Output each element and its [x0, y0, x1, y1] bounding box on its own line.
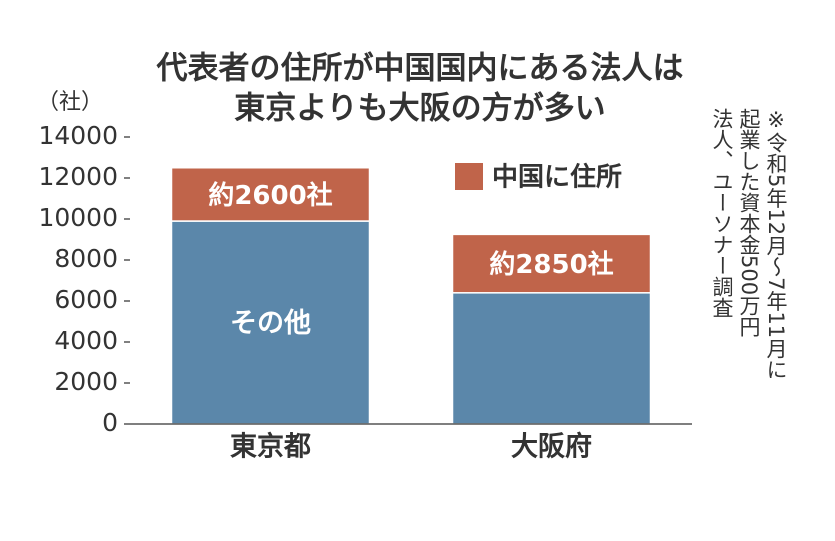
y-tick-label: 4000: [54, 326, 118, 355]
bar-segment: [170, 167, 371, 222]
bar-segment: [451, 233, 652, 294]
legend-label: 中国に住所: [492, 162, 622, 193]
note: ※令和5年12月～7年11月に 起業した資本金500万円 法人、ユーソナー調査: [708, 108, 789, 508]
y-tick-label: 10000: [38, 203, 118, 232]
data-label: 約2850社: [489, 249, 613, 280]
chart-title: 代表者の住所が中国国内にある法人は: [156, 51, 684, 87]
bar-segment: [451, 292, 652, 425]
y-tick-label: 14000: [38, 121, 118, 150]
y-tick-label: 8000: [54, 244, 118, 273]
y-axis-label: （社）: [37, 90, 103, 115]
y-tick-label: 0: [102, 408, 118, 437]
note-line: ※令和5年12月～7年11月に: [764, 108, 788, 381]
note-line: 起業した資本金500万円: [737, 108, 761, 338]
note-line: 法人、ユーソナー調査: [710, 108, 734, 318]
y-tick-label: 12000: [38, 162, 118, 191]
segment-label: その他: [230, 308, 311, 339]
legend-swatch: [455, 163, 483, 190]
y-tick-label: 6000: [54, 285, 118, 314]
x-tick-label: 東京都: [230, 431, 311, 463]
x-tick-label: 大阪府: [511, 431, 592, 463]
y-tick-label: 2000: [54, 367, 118, 396]
chart-title: 東京よりも大阪の方が多い: [234, 91, 605, 127]
data-label: 約2600社: [208, 180, 332, 211]
